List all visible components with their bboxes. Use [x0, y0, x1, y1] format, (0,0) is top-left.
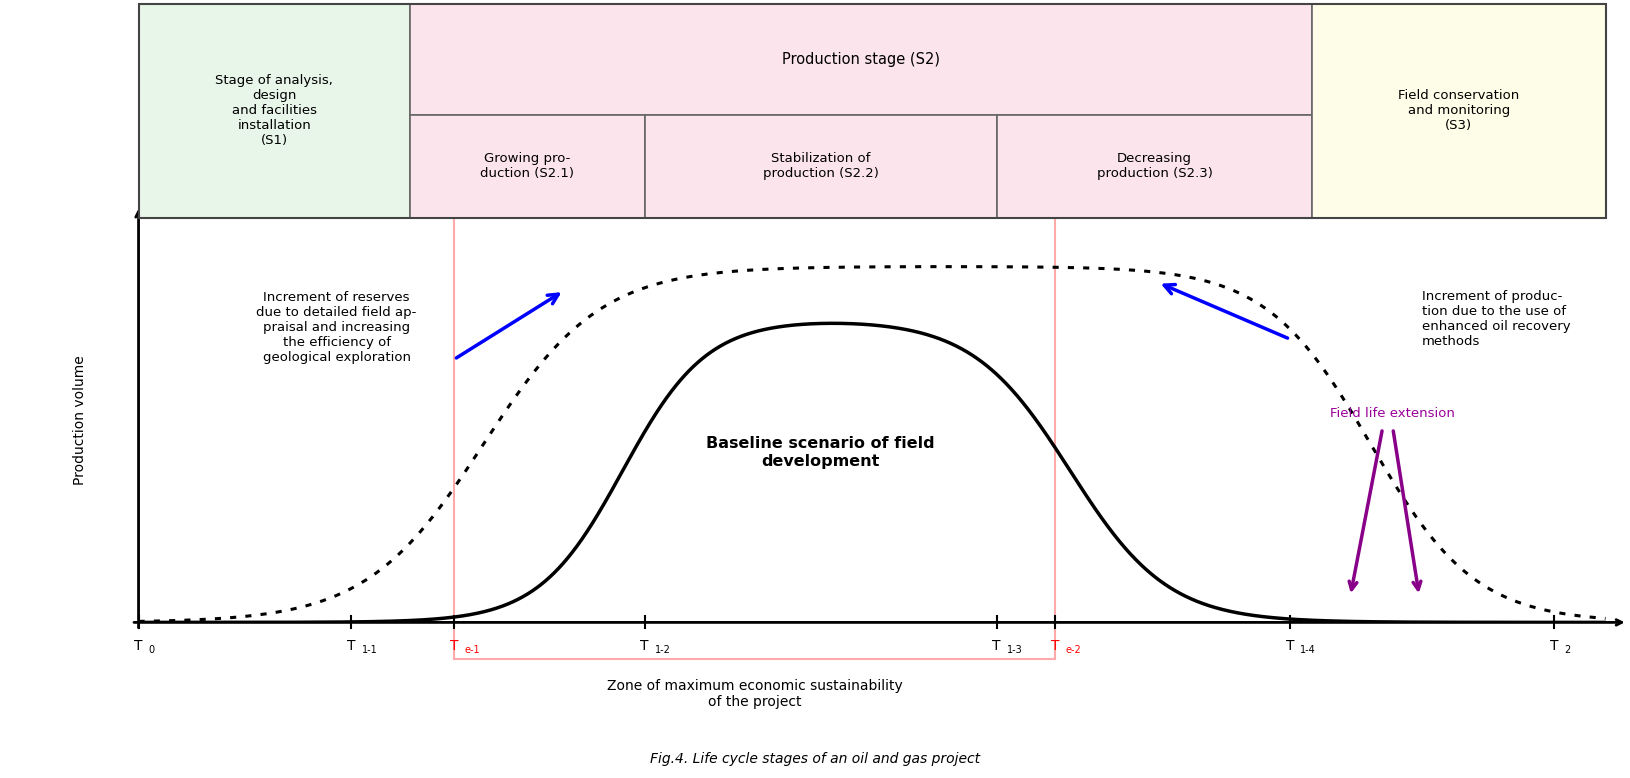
Text: T: T: [993, 639, 1001, 653]
Text: 1-3: 1-3: [1007, 645, 1022, 654]
Text: Field conservation
and monitoring
(S3): Field conservation and monitoring (S3): [1399, 89, 1519, 132]
Text: Production volume: Production volume: [73, 356, 86, 485]
Text: 1-4: 1-4: [1301, 645, 1315, 654]
Text: Growing pro-
duction (S2.1): Growing pro- duction (S2.1): [481, 152, 574, 180]
Text: T: T: [641, 639, 649, 653]
Text: T: T: [1550, 639, 1558, 653]
Bar: [411, 115, 645, 218]
Text: Stage of analysis,
design
and facilities
installation
(S1): Stage of analysis, design and facilities…: [215, 75, 333, 147]
Text: Increment of reserves
due to detailed field ap-
praisal and increasing
the effic: Increment of reserves due to detailed fi…: [256, 290, 417, 363]
Text: T: T: [134, 639, 143, 653]
Text: Increment of produc-
tion due to the use of
enhanced oil recovery
methods: Increment of produc- tion due to the use…: [1421, 290, 1571, 348]
Text: Fig.4. Life cycle stages of an oil and gas project: Fig.4. Life cycle stages of an oil and g…: [650, 752, 980, 766]
Bar: [139, 4, 411, 218]
Text: Production stage (S2): Production stage (S2): [782, 52, 941, 67]
Text: T: T: [1051, 639, 1060, 653]
Bar: [411, 4, 1312, 115]
Text: T: T: [347, 639, 355, 653]
Text: Zone of maximum economic sustainability
of the project: Zone of maximum economic sustainability …: [606, 679, 903, 710]
Text: T: T: [1286, 639, 1294, 653]
Bar: [1312, 4, 1606, 218]
Text: e-1: e-1: [465, 645, 479, 654]
Text: Field life extension: Field life extension: [1330, 407, 1456, 420]
Text: 0: 0: [148, 645, 155, 654]
Text: e-2: e-2: [1066, 645, 1081, 654]
Text: T: T: [450, 639, 458, 653]
Text: Baseline scenario of field
development: Baseline scenario of field development: [706, 436, 936, 468]
Text: Decreasing
production (S2.3): Decreasing production (S2.3): [1097, 152, 1213, 180]
Text: 1-1: 1-1: [362, 645, 377, 654]
Text: 1-2: 1-2: [655, 645, 672, 654]
Text: 2: 2: [1565, 645, 1571, 654]
Bar: [996, 115, 1312, 218]
Bar: [645, 115, 996, 218]
Text: Stabilization of
production (S2.2): Stabilization of production (S2.2): [763, 152, 879, 180]
